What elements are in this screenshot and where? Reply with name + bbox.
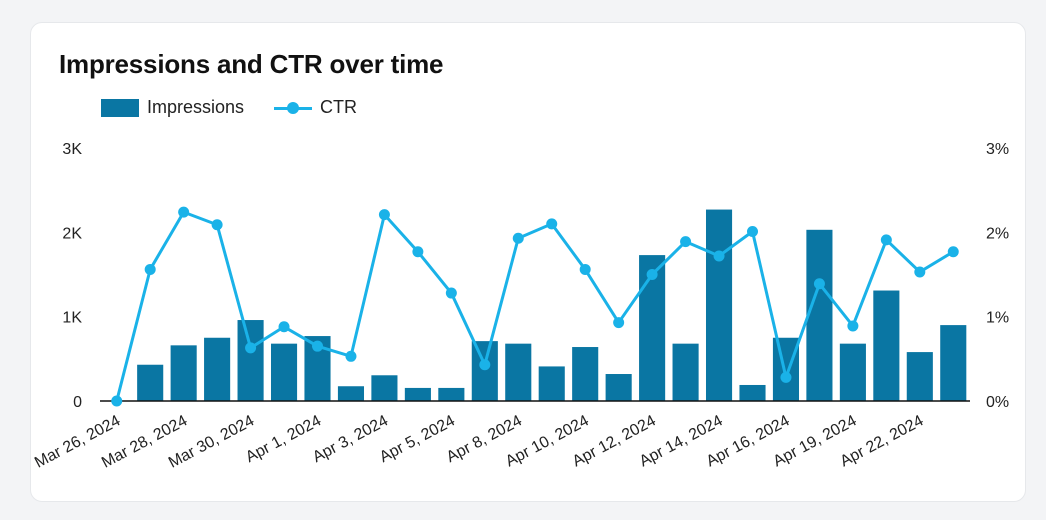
point-ctr xyxy=(780,371,792,383)
bar-impressions xyxy=(204,337,231,401)
bar-impressions xyxy=(739,384,766,401)
legend-swatch-ctr xyxy=(274,99,313,117)
point-ctr xyxy=(947,246,959,258)
x-tick-label: Apr 5, 2024 xyxy=(377,412,458,466)
point-ctr xyxy=(579,263,591,275)
bar-impressions xyxy=(438,387,465,401)
bar-impressions xyxy=(772,337,800,401)
y-right-tick-label: 2% xyxy=(986,225,1009,242)
point-ctr xyxy=(312,340,323,352)
bar-impressions xyxy=(137,364,164,401)
bar-impressions xyxy=(672,343,699,401)
y-right-tick-label: 1% xyxy=(986,310,1009,327)
bar-impressions xyxy=(371,375,398,401)
bar-impressions xyxy=(337,386,365,401)
point-ctr xyxy=(412,246,424,258)
bar-impressions xyxy=(806,229,833,401)
point-ctr xyxy=(847,320,859,332)
legend-swatch-impressions xyxy=(101,98,139,117)
bar-impressions xyxy=(404,387,431,401)
point-ctr xyxy=(479,359,491,371)
legend-item-ctr[interactable]: CTR xyxy=(274,97,357,118)
bar-impressions xyxy=(170,345,197,401)
x-tick-label: Apr 1, 2024 xyxy=(243,412,324,466)
y-left-tick-label: 3K xyxy=(62,141,82,158)
legend-item-impressions[interactable]: Impressions xyxy=(101,97,244,118)
point-ctr xyxy=(178,206,190,218)
point-ctr xyxy=(211,219,223,231)
bar-impressions xyxy=(237,320,264,401)
point-ctr xyxy=(914,266,926,278)
point-ctr xyxy=(747,225,758,237)
bar-impressions xyxy=(538,366,565,401)
point-ctr xyxy=(680,236,692,248)
y-right-tick-label: 3% xyxy=(986,141,1009,158)
bar-impressions xyxy=(471,341,498,401)
legend-label-impressions: Impressions xyxy=(147,97,245,117)
line-ctr xyxy=(115,210,955,402)
x-tick-label: Apr 3, 2024 xyxy=(310,412,391,466)
bar-impressions xyxy=(839,343,866,401)
point-ctr xyxy=(111,395,123,407)
point-ctr xyxy=(613,317,625,329)
point-ctr xyxy=(278,321,290,333)
y-left-tick-label: 1K xyxy=(62,310,82,327)
point-ctr xyxy=(445,287,457,299)
bar-impressions xyxy=(940,325,967,401)
point-ctr xyxy=(880,234,892,246)
point-ctr xyxy=(546,218,558,230)
point-ctr xyxy=(813,278,825,290)
bar-impressions xyxy=(572,347,599,401)
point-ctr xyxy=(646,269,658,280)
bar-impressions xyxy=(605,374,632,401)
legend[interactable]: Impressions CTR xyxy=(101,97,387,118)
bar-impressions xyxy=(906,352,933,401)
chart-card: Impressions and CTR over time Impression… xyxy=(30,22,1026,502)
bar-impressions xyxy=(705,209,733,401)
point-ctr xyxy=(345,350,357,362)
y-left-tick-label: 2K xyxy=(62,225,82,242)
bar-impressions xyxy=(505,343,532,401)
legend-label-ctr: CTR xyxy=(320,97,358,117)
point-ctr xyxy=(512,232,524,244)
point-ctr xyxy=(144,263,156,275)
chart-title: Impressions and CTR over time xyxy=(59,49,444,79)
bar-impressions xyxy=(873,290,900,401)
y-right-tick-label: 0% xyxy=(986,394,1009,411)
point-ctr xyxy=(245,342,257,354)
bar-impressions xyxy=(270,343,298,401)
point-ctr xyxy=(378,209,390,221)
point-ctr xyxy=(713,250,725,262)
y-left-tick-label: 0 xyxy=(73,394,82,411)
